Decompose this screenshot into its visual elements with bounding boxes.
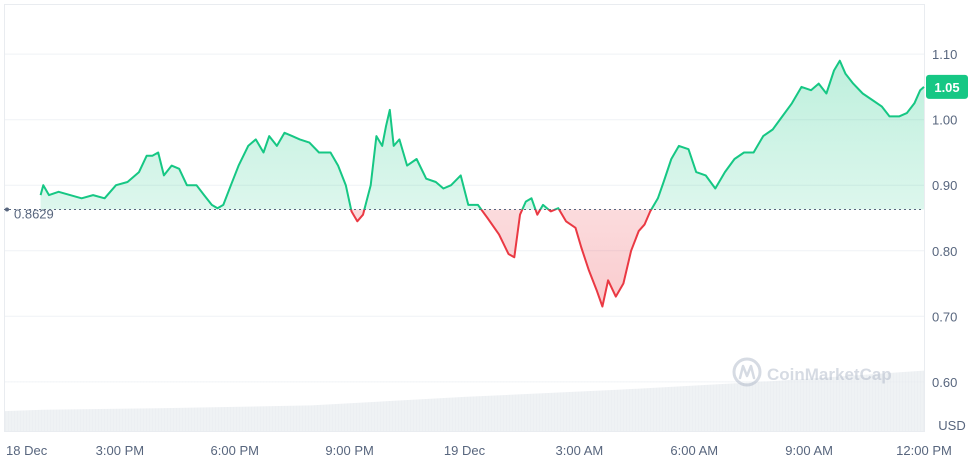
currency-label: USD [938,418,965,433]
y-tick-label: 0.60 [932,375,957,390]
price-line-up [39,59,925,210]
coinmarketcap-logo-icon [732,357,762,387]
x-tick-label: 6:00 PM [211,443,259,458]
x-tick-label: 9:00 PM [325,443,373,458]
y-tick-label: 0.80 [932,244,957,259]
x-tick-label: 9:00 AM [785,443,833,458]
watermark-text: CoinMarketCap [767,365,892,384]
baseline-marker [5,207,9,212]
price-area [39,59,925,308]
area-fill-above [40,60,924,210]
y-tick-label: 1.10 [932,47,957,62]
x-tick-label: 19 Dec [444,443,486,458]
current-price-tag: 1.05 [926,74,968,99]
volume-area [5,360,924,431]
y-tick-label: 0.90 [932,178,957,193]
x-tick-label: 3:00 AM [556,443,604,458]
coinmarketcap-watermark: CoinMarketCap [732,357,892,387]
y-tick-label: 0.70 [932,309,957,324]
gridlines [5,53,924,383]
x-tick-label: 6:00 AM [670,443,718,458]
plot-border [4,4,925,432]
price-line-down [350,209,653,308]
baseline-value-label: 0.8629 [14,207,54,222]
y-axis: 1.10 1.00 0.90 0.80 0.70 0.60 [932,47,957,390]
x-tick-label: 18 Dec [6,443,48,458]
x-tick-label: 12:00 PM [896,443,952,458]
area-fill-below [351,209,652,307]
x-axis: 18 Dec 3:00 PM 6:00 PM 9:00 PM 19 Dec 3:00 AM… [6,443,952,458]
y-tick-label: 1.00 [932,113,957,128]
coinmarketcap-logo-mark [738,364,756,380]
current-price-value: 1.05 [934,80,959,95]
x-tick-label: 3:00 PM [96,443,144,458]
current-price-tag-background [926,74,968,99]
